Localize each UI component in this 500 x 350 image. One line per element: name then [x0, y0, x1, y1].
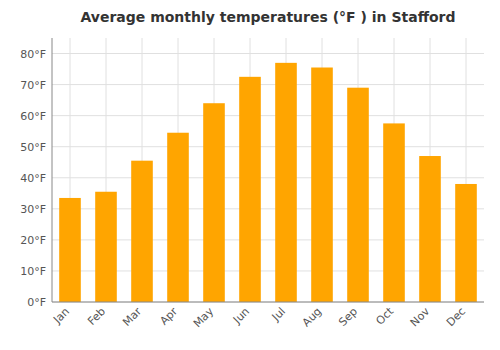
bar — [167, 133, 189, 302]
bar — [59, 198, 81, 302]
bar — [95, 192, 117, 302]
y-grid-line — [52, 84, 484, 85]
grid — [52, 38, 484, 302]
bar — [239, 77, 261, 302]
x-tick-label: Dec — [444, 305, 468, 329]
x-tick-label: May — [191, 305, 217, 331]
y-tick-label: 20°F — [20, 234, 46, 247]
x-tick-label: Feb — [85, 305, 108, 328]
y-tick-label: 70°F — [20, 79, 46, 92]
y-tick-label: 80°F — [20, 48, 46, 61]
bar — [275, 63, 297, 302]
y-tick-label: 50°F — [20, 141, 46, 154]
x-tick-label: Mar — [120, 305, 144, 329]
x-tick-label: Nov — [408, 305, 433, 330]
y-grid-line — [52, 115, 484, 116]
x-tick-label: Sep — [336, 305, 360, 329]
y-tick-label: 40°F — [20, 172, 46, 185]
x-axis-line — [52, 302, 484, 303]
y-tick-label: 30°F — [20, 203, 46, 216]
y-axis-line — [52, 38, 53, 302]
y-tick-label: 0°F — [27, 296, 46, 309]
bar — [455, 184, 477, 302]
bar — [347, 88, 369, 302]
x-tick-label: Jan — [50, 305, 72, 327]
x-tick-label: Oct — [373, 304, 396, 327]
x-tick-label: Aug — [300, 305, 324, 329]
y-grid-line — [52, 53, 484, 54]
title: Average monthly temperatures (°F ) in St… — [80, 9, 455, 25]
y-grid-line — [52, 302, 484, 303]
bar — [311, 68, 333, 302]
bar — [203, 103, 225, 302]
x-tick-label: Jul — [269, 305, 288, 324]
bar — [383, 123, 405, 302]
bar — [131, 161, 153, 302]
chart: Average monthly temperatures (°F ) in St… — [0, 0, 500, 350]
bar — [419, 156, 441, 302]
y-tick-label: 60°F — [20, 110, 46, 123]
bars — [59, 63, 477, 302]
x-tick-label: Apr — [157, 305, 180, 328]
x-tick-label: Jun — [230, 305, 252, 327]
chart-container: Average monthly temperatures (°F ) in St… — [0, 0, 500, 350]
y-grid-line — [52, 146, 484, 147]
y-tick-label: 10°F — [20, 265, 46, 278]
